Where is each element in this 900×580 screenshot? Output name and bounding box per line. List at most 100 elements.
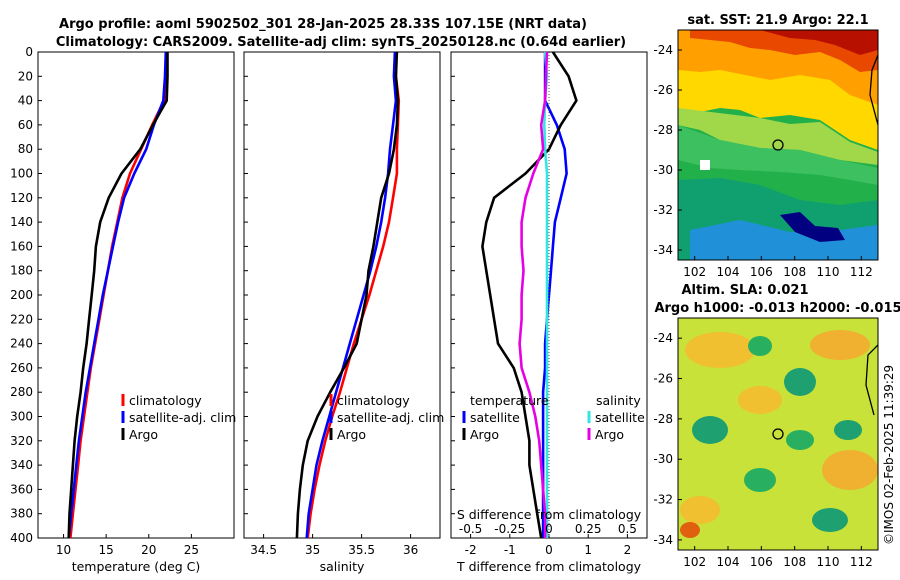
map-y-tick-label: -30 <box>653 452 673 466</box>
depth-tick-label: 340 <box>10 458 33 472</box>
map-x-tick-label: 102 <box>683 265 706 279</box>
x-tick-label: 36 <box>403 543 418 557</box>
map-y-tick-label: -34 <box>653 243 673 257</box>
map-y-tick-label: -26 <box>653 83 673 97</box>
depth-tick-label: 40 <box>18 94 33 108</box>
depth-tick-label: 400 <box>10 531 33 545</box>
map-y-tick-label: -28 <box>653 412 673 426</box>
depth-tick-label: 200 <box>10 288 33 302</box>
x-tick-label: 15 <box>99 543 114 557</box>
series-s-satellite <box>542 51 549 538</box>
map-y-tick-label: -24 <box>653 331 673 345</box>
legend-label-satellite: satellite-adj. clim <box>129 410 236 425</box>
x-tick-label: 35.5 <box>348 543 375 557</box>
sla-map-subtitle: Argo h1000: -0.013 h2000: -0.015 <box>654 301 900 316</box>
map-y-tick-label: -34 <box>653 533 673 547</box>
timestamp: ©IMOS 02-Feb-2025 11:39:29 <box>882 365 896 545</box>
depth-tick-label: 260 <box>10 361 33 375</box>
map-x-tick-label: 110 <box>817 265 840 279</box>
sst-map-title: sat. SST: 21.9 Argo: 22.1 <box>687 13 868 28</box>
salinity-xlabel: salinity <box>320 559 365 574</box>
depth-tick-label: 0 <box>25 45 33 59</box>
map-y-tick-label: -32 <box>653 203 673 217</box>
depth-tick-label: 20 <box>18 69 33 83</box>
depth-tick-label: 380 <box>10 507 33 521</box>
map-x-tick-label: 106 <box>750 555 773 569</box>
series-climatology <box>306 52 401 539</box>
s-tick-label: 0.25 <box>575 522 602 536</box>
map-x-tick-label: 106 <box>750 265 773 279</box>
legend-label-climatology: climatology <box>129 393 202 408</box>
difference-legend: temperature satellite Argo salinity sate… <box>462 393 645 442</box>
salinity-legend: climatology satellite-adj. clim Argo <box>329 393 444 442</box>
depth-tick-label: 360 <box>10 482 33 496</box>
x-tick-label: 20 <box>141 543 156 557</box>
legend-label-climatology: climatology <box>337 393 410 408</box>
map-y-tick-label: -28 <box>653 123 673 137</box>
depth-tick-label: 220 <box>10 312 33 326</box>
series-s-argo <box>518 51 549 538</box>
map-x-tick-label: 104 <box>717 265 740 279</box>
depth-axis: 0 20 40 60 80 100 120 140 160 180 200 220 240 260 280 3… <box>10 45 455 545</box>
legend-label-s-satellite: satellite <box>595 410 645 425</box>
legend-label-satellite: satellite-adj. clim <box>337 410 444 425</box>
t-difference-xlabel: T difference from climatology <box>456 559 642 574</box>
map-x-tick-label: 112 <box>850 265 873 279</box>
series-t-argo <box>481 51 578 539</box>
s-tick-label: -0.5 <box>459 522 482 536</box>
legend-label-s-argo: Argo <box>595 427 624 442</box>
x-tick-label: -1 <box>504 543 516 557</box>
map-y-tick-label: -24 <box>653 43 673 57</box>
depth-tick-label: 160 <box>10 239 33 253</box>
legend-label-argo: Argo <box>129 427 158 442</box>
sla-map-title: Altim. SLA: 0.021 <box>682 283 809 298</box>
map-y-tick-label: -32 <box>653 493 673 507</box>
title-line-2: Climatology: CARS2009. Satellite-adj cli… <box>56 35 626 50</box>
map-x-tick-label: 108 <box>783 265 806 279</box>
salinity-panel <box>243 51 441 539</box>
map-x-tick-label: 104 <box>717 555 740 569</box>
depth-tick-label: 180 <box>10 264 33 278</box>
series-argo <box>67 52 169 539</box>
temperature-panel <box>37 51 235 539</box>
depth-tick-label: 100 <box>10 167 33 181</box>
title-line-1: Argo profile: aoml 5902502_301 28-Jan-20… <box>59 17 587 32</box>
map-x-tick-label: 112 <box>850 555 873 569</box>
x-tick-label: 34.5 <box>250 543 277 557</box>
series-argo <box>295 51 400 539</box>
s-tick-label: 0.5 <box>618 522 637 536</box>
depth-tick-label: 280 <box>10 385 33 399</box>
s-difference-xlabel: S difference from climatology <box>457 507 642 522</box>
x-tick-label: 2 <box>624 543 632 557</box>
temperature-profiles: 10 15 20 25 <box>56 51 199 557</box>
map-x-tick-label: 108 <box>783 555 806 569</box>
legend-label-t-satellite: satellite <box>470 410 520 425</box>
depth-tick-label: 80 <box>18 142 33 156</box>
s-tick-label: -0.25 <box>494 522 525 536</box>
depth-tick-label: 240 <box>10 337 33 351</box>
sst-map <box>678 30 878 260</box>
x-tick-label: 35 <box>305 543 320 557</box>
depth-tick-label: 120 <box>10 191 33 205</box>
difference-profiles: -2 -1 0 1 2 -0.5 -0.25 0 0.25 0.5 <box>459 51 637 557</box>
map-y-tick-label: -30 <box>653 163 673 177</box>
map-x-tick-label: 110 <box>817 555 840 569</box>
series-satellite-adj-clim <box>305 51 398 539</box>
depth-tick-label: 60 <box>18 118 33 132</box>
sst-argo-marker <box>772 139 784 151</box>
s-tick-label: 0 <box>545 522 553 536</box>
x-tick-label: 25 <box>184 543 199 557</box>
series-satellite-adj-clim <box>67 51 168 539</box>
legend-label-t-argo: Argo <box>470 427 499 442</box>
x-tick-label: 10 <box>56 543 71 557</box>
depth-tick-label: 140 <box>10 215 33 229</box>
map-x-tick-label: 102 <box>683 555 706 569</box>
map-y-tick-label: -26 <box>653 372 673 386</box>
x-tick-label: 1 <box>584 543 592 557</box>
sla-map <box>678 318 878 550</box>
map-axes: 102 104 106 108 110 112 -24 -26 -28 -30 -32 -34 102 1… <box>653 43 872 569</box>
legend-title-temperature: temperature <box>470 393 549 408</box>
x-tick-label: 0 <box>545 543 553 557</box>
salinity-profiles: 34.5 35 35.5 36 <box>250 51 418 557</box>
